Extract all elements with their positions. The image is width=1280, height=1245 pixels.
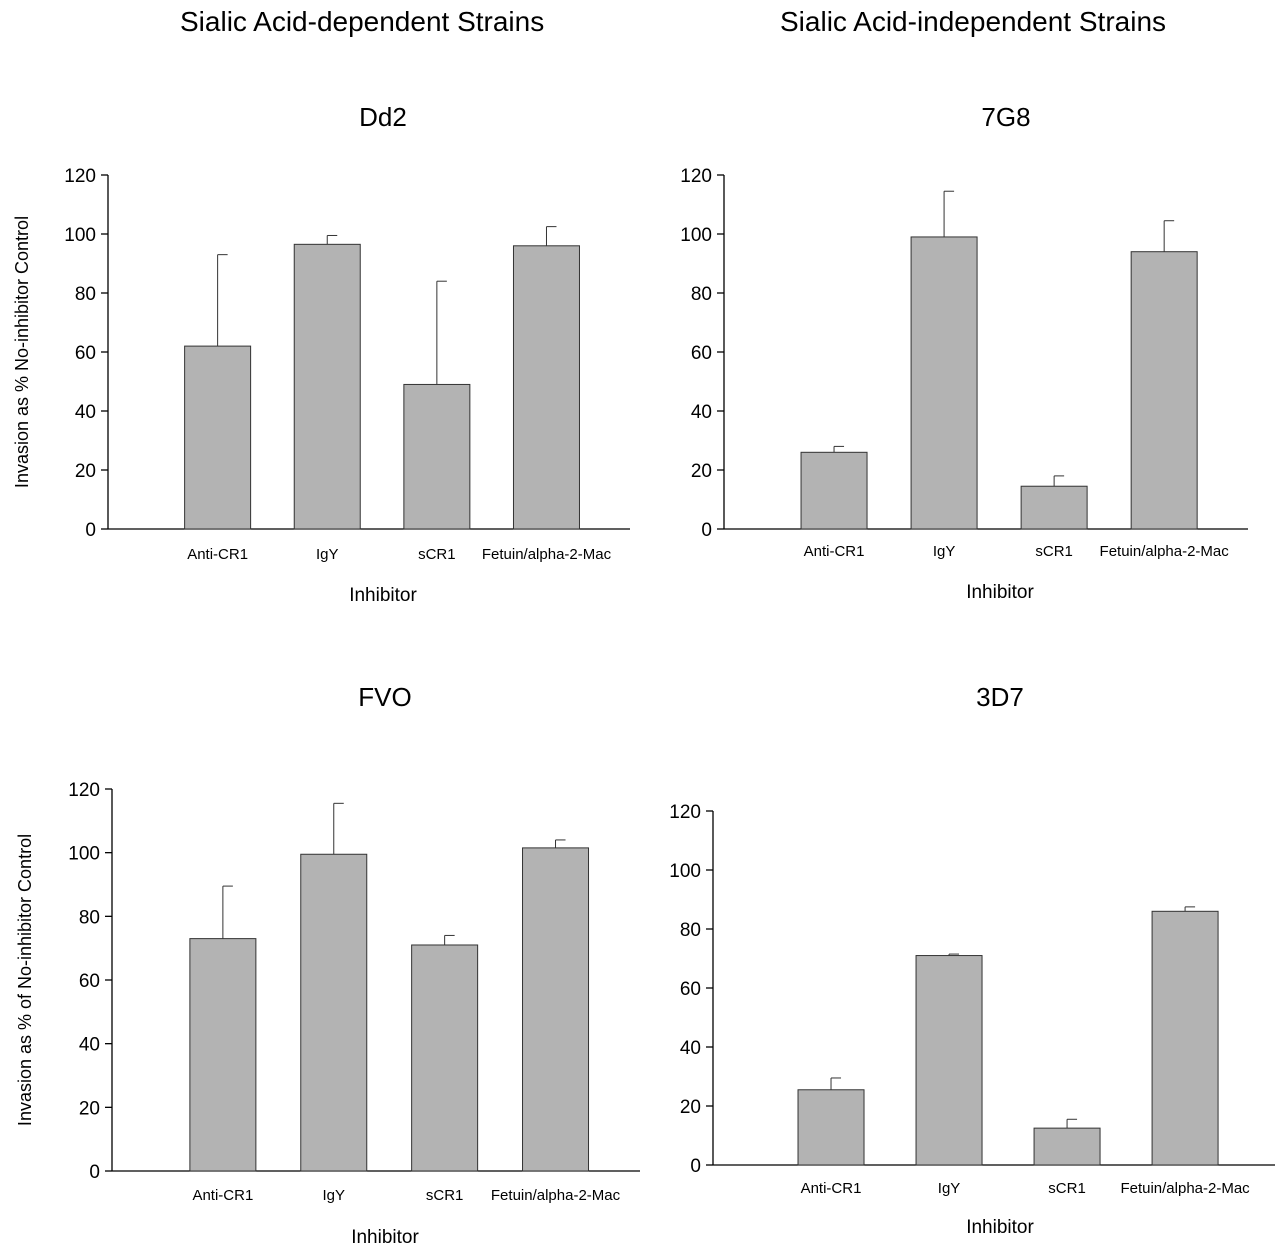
y-tick-label: 20 xyxy=(79,1098,100,1119)
x-category-label: sCR1 xyxy=(418,546,456,563)
y-tick-label: 20 xyxy=(75,461,96,482)
x-category-label: Fetuin/alpha-2-Mac xyxy=(491,1187,621,1204)
x-axis-label: Inhibitor xyxy=(966,1217,1034,1238)
chart-panel-7g8: 7G8 0 20 40 60 80 100 120 Anti-CR1 IgY sCR1 Fetuin/… xyxy=(680,102,1248,603)
x-category-label: sCR1 xyxy=(1035,543,1073,560)
y-tick-label: 80 xyxy=(680,920,701,941)
bar xyxy=(512,245,580,530)
x-category-label: IgY xyxy=(938,1180,961,1197)
bar xyxy=(189,938,257,1172)
y-tick-label: 40 xyxy=(79,1035,100,1056)
y-tick-label: 120 xyxy=(680,166,712,187)
y-tick-label: 0 xyxy=(701,520,712,541)
y-tick-label: 100 xyxy=(680,225,712,246)
x-category-label: Fetuin/alpha-2-Mac xyxy=(1120,1180,1250,1197)
y-tick-label: 20 xyxy=(680,1097,701,1118)
chart-panel-fvo: FVO 0 20 40 60 80 100 120 Anti-CR1 IgY sCR1 Fetuin/… xyxy=(15,682,640,1245)
y-tick-label: 80 xyxy=(691,284,712,305)
y-tick-label: 0 xyxy=(85,520,96,541)
bar xyxy=(1020,485,1088,530)
bar xyxy=(293,243,361,530)
y-tick-label: 40 xyxy=(680,1038,701,1059)
x-category-label: Anti-CR1 xyxy=(801,1180,862,1197)
bar xyxy=(797,1089,865,1166)
x-category-label: Anti-CR1 xyxy=(804,543,865,560)
y-tick-label: 120 xyxy=(64,166,96,187)
bar xyxy=(300,853,368,1172)
chart-title: FVO xyxy=(358,682,411,712)
y-tick-label: 0 xyxy=(89,1162,100,1183)
x-category-label: sCR1 xyxy=(1048,1180,1086,1197)
x-category-label: Anti-CR1 xyxy=(187,546,248,563)
x-category-label: Anti-CR1 xyxy=(192,1187,253,1204)
chart-title: Dd2 xyxy=(359,102,407,132)
x-axis-label: Inhibitor xyxy=(351,1227,419,1245)
bar xyxy=(1033,1127,1101,1166)
bar xyxy=(184,345,252,530)
bar xyxy=(915,955,983,1166)
y-tick-label: 60 xyxy=(680,979,701,1000)
y-tick-label: 80 xyxy=(79,907,100,928)
x-category-label: IgY xyxy=(316,546,339,563)
bar xyxy=(800,451,868,530)
y-axis-label: Invasion as % No-inhibitor Control xyxy=(12,216,32,488)
y-tick-label: 100 xyxy=(669,861,701,882)
x-axis-label: Inhibitor xyxy=(349,585,417,606)
chart-title: 3D7 xyxy=(976,682,1024,712)
y-tick-label: 60 xyxy=(691,343,712,364)
y-tick-label: 40 xyxy=(75,402,96,423)
bar xyxy=(411,944,479,1172)
y-axis-label: Invasion as % of No-inhibitor Control xyxy=(15,834,35,1126)
y-tick-label: 60 xyxy=(79,971,100,992)
x-axis-label: Inhibitor xyxy=(966,582,1034,603)
chart-panel-dd2: Dd2 0 20 40 60 80 100 120 Anti-CR1 IgY sCR1 Fetuin/… xyxy=(12,102,630,606)
y-tick-label: 80 xyxy=(75,284,96,305)
y-tick-label: 120 xyxy=(68,780,100,801)
bar xyxy=(910,236,978,530)
x-category-label: IgY xyxy=(933,543,956,560)
x-category-label: IgY xyxy=(323,1187,346,1204)
y-tick-label: 120 xyxy=(669,802,701,823)
y-tick-label: 0 xyxy=(690,1156,701,1177)
x-category-label: sCR1 xyxy=(426,1187,464,1204)
x-category-label: Fetuin/alpha-2-Mac xyxy=(1100,543,1230,560)
x-category-label: Fetuin/alpha-2-Mac xyxy=(482,546,612,563)
bar xyxy=(1151,910,1219,1166)
chart-panel-3d7: 3D7 0 20 40 60 80 100 120 Anti-CR1 IgY sCR1 Fetuin/… xyxy=(669,682,1275,1238)
y-tick-label: 60 xyxy=(75,343,96,364)
y-tick-label: 20 xyxy=(691,461,712,482)
chart-title: 7G8 xyxy=(981,102,1030,132)
y-tick-label: 100 xyxy=(68,844,100,865)
bar xyxy=(1130,251,1198,530)
left-group-heading: Sialic Acid-dependent Strains xyxy=(180,6,545,37)
y-tick-label: 100 xyxy=(64,225,96,246)
y-tick-label: 40 xyxy=(691,402,712,423)
bar xyxy=(522,847,590,1172)
right-group-heading: Sialic Acid-independent Strains xyxy=(780,6,1167,37)
bar xyxy=(403,383,471,530)
